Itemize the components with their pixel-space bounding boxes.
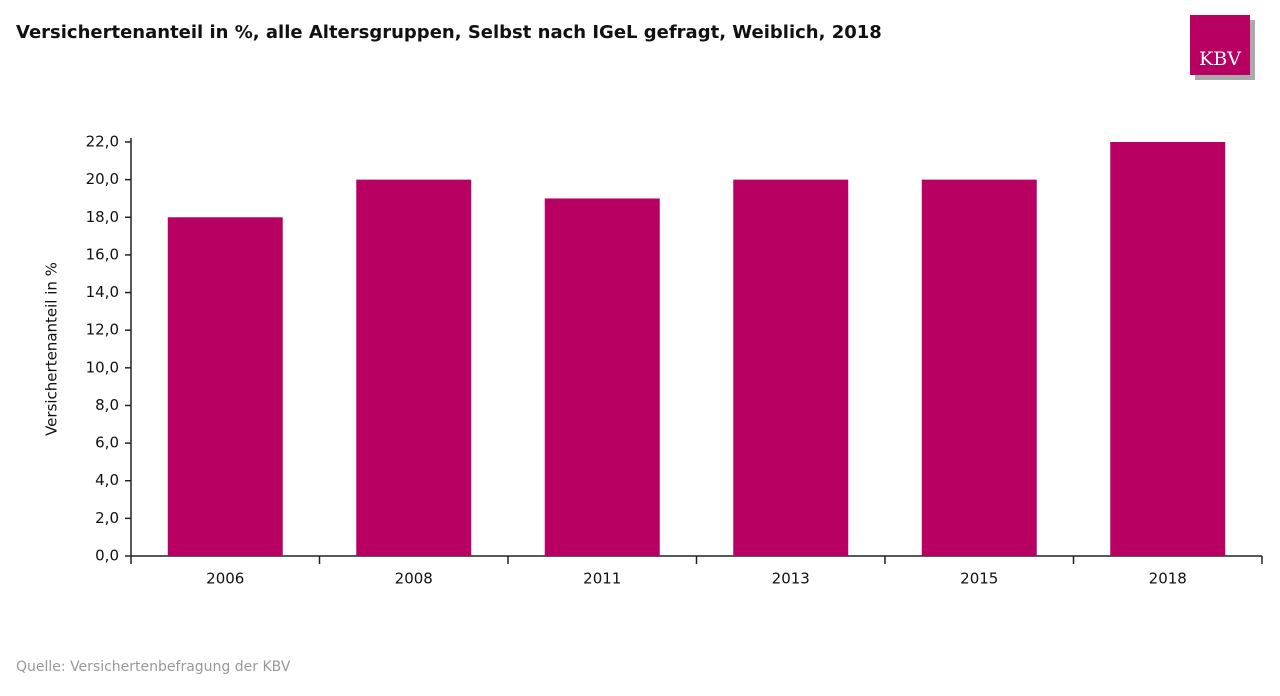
bar xyxy=(1110,142,1226,556)
y-tick-label: 6,0 xyxy=(95,434,119,452)
y-tick-label: 2,0 xyxy=(95,509,119,527)
source: Quelle: Versichertenbefragung der KBV xyxy=(16,659,291,675)
x-tick-label: 2008 xyxy=(395,570,433,588)
y-tick-label: 14,0 xyxy=(86,283,119,301)
bar xyxy=(167,217,283,557)
x-tick-label: 2013 xyxy=(772,570,810,588)
x-tick-label: 2006 xyxy=(206,570,244,588)
y-tick-label: 18,0 xyxy=(86,208,119,226)
logo xyxy=(1190,15,1250,75)
y-axis-label: Versichertenanteil in % xyxy=(43,262,61,436)
y-tick-label: 10,0 xyxy=(86,358,119,376)
y-tick-label: 0,0 xyxy=(95,547,119,565)
bar xyxy=(356,179,472,557)
chart-title: Versichertenanteil in %, alle Altersgrup… xyxy=(16,22,882,43)
logo-text: KBV xyxy=(1199,48,1241,70)
y-tick-label: 8,0 xyxy=(95,396,119,414)
bar xyxy=(544,198,660,557)
y-tick-label: 16,0 xyxy=(86,245,119,263)
y-tick-label: 4,0 xyxy=(95,471,119,489)
bar xyxy=(921,179,1037,557)
x-tick-label: 2015 xyxy=(960,570,998,588)
x-tick-label: 2011 xyxy=(583,570,621,588)
y-tick-label: 22,0 xyxy=(86,133,119,151)
bar xyxy=(733,179,849,557)
y-tick-label: 20,0 xyxy=(86,170,119,188)
y-tick-label: 12,0 xyxy=(86,321,119,339)
x-tick-label: 2018 xyxy=(1149,570,1187,588)
